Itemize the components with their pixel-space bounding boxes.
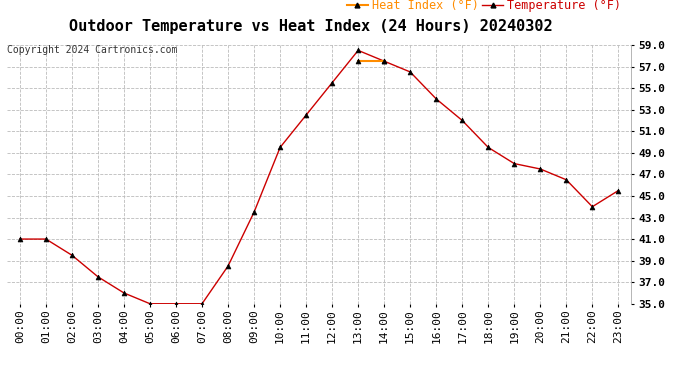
Temperature (°F) bbox=[172, 302, 180, 306]
Legend: Heat Index (°F), Temperature (°F): Heat Index (°F), Temperature (°F) bbox=[342, 0, 625, 16]
Temperature (°F) bbox=[120, 291, 128, 295]
Temperature (°F) bbox=[68, 253, 76, 258]
Temperature (°F) bbox=[458, 118, 466, 123]
Temperature (°F) bbox=[94, 274, 102, 279]
Temperature (°F) bbox=[250, 210, 258, 214]
Text: Outdoor Temperature vs Heat Index (24 Hours) 20240302: Outdoor Temperature vs Heat Index (24 Ho… bbox=[69, 19, 552, 34]
Heat Index (°F) bbox=[354, 59, 362, 63]
Line: Temperature (°F): Temperature (°F) bbox=[17, 48, 621, 306]
Temperature (°F) bbox=[42, 237, 50, 242]
Temperature (°F) bbox=[510, 161, 518, 166]
Temperature (°F) bbox=[380, 59, 388, 63]
Temperature (°F) bbox=[406, 70, 414, 74]
Temperature (°F) bbox=[484, 145, 493, 150]
Temperature (°F) bbox=[302, 113, 311, 117]
Temperature (°F) bbox=[328, 81, 336, 85]
Text: Copyright 2024 Cartronics.com: Copyright 2024 Cartronics.com bbox=[7, 45, 177, 55]
Temperature (°F) bbox=[614, 188, 622, 193]
Line: Heat Index (°F): Heat Index (°F) bbox=[356, 59, 386, 64]
Heat Index (°F) bbox=[380, 59, 388, 63]
Temperature (°F) bbox=[536, 167, 544, 171]
Temperature (°F) bbox=[16, 237, 24, 242]
Temperature (°F) bbox=[432, 97, 440, 101]
Temperature (°F) bbox=[354, 48, 362, 52]
Temperature (°F) bbox=[562, 177, 571, 182]
Temperature (°F) bbox=[146, 302, 154, 306]
Temperature (°F) bbox=[198, 302, 206, 306]
Temperature (°F) bbox=[588, 204, 596, 209]
Temperature (°F) bbox=[276, 145, 284, 150]
Temperature (°F) bbox=[224, 264, 233, 268]
